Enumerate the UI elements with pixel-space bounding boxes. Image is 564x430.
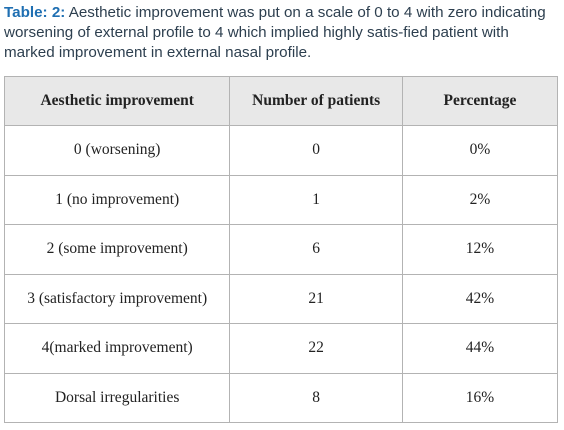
cell-patients: 8 (229, 372, 403, 423)
cell-patients: 6 (229, 224, 403, 275)
table-header-row: Aesthetic improvement Number of patients… (3, 76, 559, 126)
cell-patients: 1 (229, 174, 403, 225)
cell-patients: 0 (229, 125, 403, 176)
cell-improvement: Dorsal irregularities (3, 372, 231, 423)
header-aesthetic-improvement: Aesthetic improvement (3, 76, 231, 126)
cell-percentage: 16% (401, 372, 559, 423)
table-row: 0 (worsening) 0 0% (3, 125, 559, 176)
cell-improvement: 1 (no improvement) (3, 174, 231, 225)
cell-percentage: 12% (401, 224, 559, 275)
cell-improvement: 3 (satisfactory improvement) (3, 273, 231, 324)
table-row: 4(marked improvement) 22 44% (3, 323, 559, 374)
cell-improvement: 2 (some improvement) (3, 224, 231, 275)
table-row: Dorsal irregularities 8 16% (3, 372, 559, 423)
cell-improvement: 0 (worsening) (3, 125, 231, 176)
cell-percentage: 44% (401, 323, 559, 374)
aesthetic-improvement-table: Aesthetic improvement Number of patients… (3, 76, 559, 423)
cell-percentage: 2% (401, 174, 559, 225)
caption-label: Table: 2: (4, 4, 66, 21)
header-number-of-patients: Number of patients (229, 76, 403, 126)
cell-percentage: 42% (401, 273, 559, 324)
caption-text: Aesthetic improvement was put on a scale… (4, 4, 546, 61)
table-row: 2 (some improvement) 6 12% (3, 224, 559, 275)
cell-percentage: 0% (401, 125, 559, 176)
table-row: 3 (satisfactory improvement) 21 42% (3, 273, 559, 324)
table-caption: Table: 2: Aesthetic improvement was put … (4, 3, 560, 63)
table-row: 1 (no improvement) 1 2% (3, 174, 559, 225)
cell-improvement: 4(marked improvement) (3, 323, 231, 374)
header-percentage: Percentage (401, 76, 559, 126)
cell-patients: 21 (229, 273, 403, 324)
cell-patients: 22 (229, 323, 403, 374)
